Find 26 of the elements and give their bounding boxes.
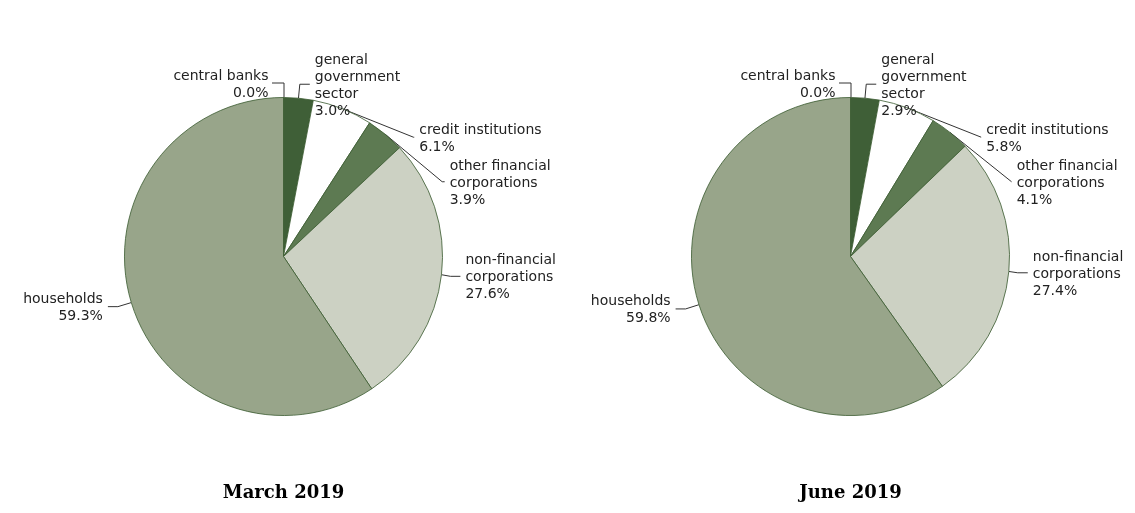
data-label: 3.0% — [314, 101, 351, 118]
slice-label: other financial corporations — [449, 156, 556, 190]
data-label: 5.8% — [986, 137, 1022, 154]
slice-label: credit institutions — [986, 120, 1109, 137]
text: March 2019 — [222, 480, 345, 502]
data-label: 59.3% — [58, 307, 103, 324]
slice-label: other financial corporations — [1016, 156, 1123, 190]
slice-label: households — [23, 290, 103, 307]
data-label: 4.1% — [1016, 190, 1053, 207]
slice-label: general government sector — [881, 50, 972, 101]
data-label: 27.4% — [1032, 281, 1078, 298]
data-label: 2.9% — [881, 101, 917, 118]
text: June 2019 — [797, 480, 902, 502]
data-label: 6.1% — [419, 137, 455, 154]
slice-label: households — [590, 292, 671, 309]
slice-label: credit institutions — [419, 120, 542, 137]
slice-label: non-financial corporations — [465, 251, 561, 285]
data-label: 3.9% — [449, 190, 486, 207]
slice-label: general government sector — [314, 50, 405, 101]
category-label: central banks — [740, 66, 836, 83]
text: 0.0% — [232, 83, 269, 100]
data-label: 59.8% — [626, 309, 671, 326]
text: 0.0% — [799, 83, 836, 100]
slice-label: non-financial corporations — [1032, 247, 1128, 281]
category-label: central banks — [173, 66, 269, 83]
data-label: 27.6% — [465, 285, 510, 302]
